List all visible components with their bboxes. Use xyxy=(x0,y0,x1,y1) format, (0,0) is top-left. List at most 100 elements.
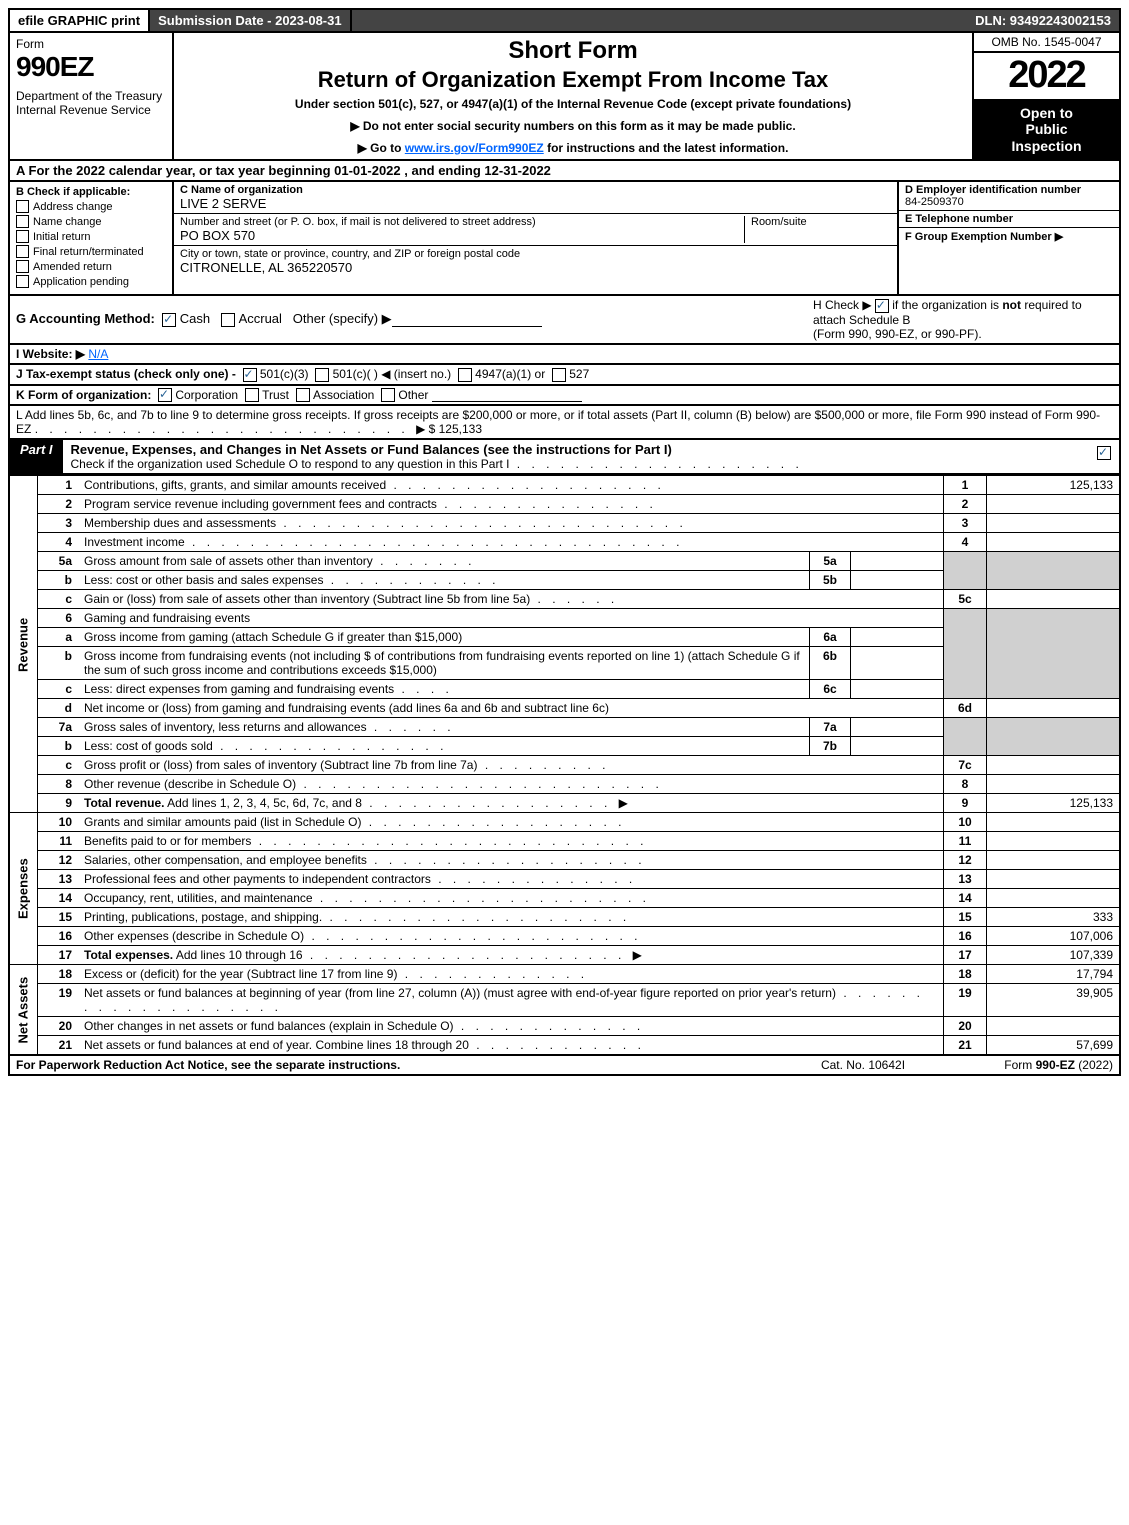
i-label: I Website: ▶ xyxy=(16,347,85,361)
form-number: 990EZ xyxy=(16,51,166,83)
l7b-desc: Less: cost of goods sold xyxy=(84,739,213,753)
part-i-header: Part I Revenue, Expenses, and Changes in… xyxy=(8,440,1121,475)
revenue-rotated-label: Revenue xyxy=(9,476,38,813)
k-opt1: Corporation xyxy=(175,388,238,402)
chk-assoc[interactable] xyxy=(296,388,310,402)
chk-label-1: Name change xyxy=(33,216,102,228)
l18-value: 17,794 xyxy=(987,965,1121,984)
chk-trust[interactable] xyxy=(245,388,259,402)
line-7c: c Gross profit or (loss) from sales of i… xyxy=(9,756,1120,775)
l5a-desc: Gross amount from sale of assets other t… xyxy=(84,554,373,568)
l21-desc: Net assets or fund balances at end of ye… xyxy=(84,1038,469,1052)
f-label: F Group Exemption Number ▶ xyxy=(905,230,1113,243)
j-opt4: 527 xyxy=(569,367,589,381)
chk-part-i-schedule-o[interactable] xyxy=(1097,446,1111,460)
goto-note: ▶ Go to www.irs.gov/Form990EZ for instru… xyxy=(180,141,966,155)
chk-corp[interactable] xyxy=(158,388,172,402)
section-g: G Accounting Method: Cash Accrual Other … xyxy=(16,311,807,327)
footer-form-suffix: (2022) xyxy=(1075,1058,1113,1072)
chk-initial-return: Initial return xyxy=(16,230,166,243)
title-return: Return of Organization Exempt From Incom… xyxy=(180,67,966,93)
b-label: B Check if applicable: xyxy=(16,186,166,198)
open-line1: Open to xyxy=(1020,105,1073,121)
line-1: Revenue 1 Contributions, gifts, grants, … xyxy=(9,476,1120,495)
l20-desc: Other changes in net assets or fund bala… xyxy=(84,1019,454,1033)
city-value: CITRONELLE, AL 365220570 xyxy=(180,260,891,275)
street-cell: Number and street (or P. O. box, if mail… xyxy=(174,214,897,246)
l17-value: 107,339 xyxy=(987,946,1121,965)
k-opt2: Trust xyxy=(262,388,289,402)
ssn-note: ▶ Do not enter social security numbers o… xyxy=(180,119,966,133)
line-21: 21 Net assets or fund balances at end of… xyxy=(9,1036,1120,1056)
l1-value: 125,133 xyxy=(987,476,1121,495)
goto-suffix: for instructions and the latest informat… xyxy=(544,141,789,155)
row-l-gross-receipts: L Add lines 5b, 6c, and 7b to line 9 to … xyxy=(8,406,1121,440)
l15-value: 333 xyxy=(987,908,1121,927)
h-prefix: H Check ▶ xyxy=(813,298,875,312)
checkbox-icon[interactable] xyxy=(16,230,29,243)
city-label: City or town, state or province, country… xyxy=(180,248,891,260)
l19-value: 39,905 xyxy=(987,984,1121,1017)
checkbox-icon[interactable] xyxy=(16,275,29,288)
part-i-title: Revenue, Expenses, and Changes in Net As… xyxy=(63,440,1089,473)
efile-print-label[interactable]: efile GRAPHIC print xyxy=(10,10,150,31)
checkbox-icon[interactable] xyxy=(16,215,29,228)
irs-link[interactable]: www.irs.gov/Form990EZ xyxy=(405,141,544,155)
chk-527[interactable] xyxy=(552,368,566,382)
line-3: 3 Membership dues and assessments . . . … xyxy=(9,514,1120,533)
l17-label: Total expenses. xyxy=(84,948,173,962)
topbar-spacer xyxy=(352,10,968,31)
goto-prefix: ▶ Go to xyxy=(358,141,405,155)
chk-cash[interactable] xyxy=(162,313,176,327)
chk-accrual[interactable] xyxy=(221,313,235,327)
l10-desc: Grants and similar amounts paid (list in… xyxy=(84,815,361,829)
line-7a: 7a Gross sales of inventory, less return… xyxy=(9,718,1120,737)
chk-h[interactable] xyxy=(875,299,889,313)
j-opt2: 501(c)( ) ◀ (insert no.) xyxy=(333,367,452,381)
checkbox-icon[interactable] xyxy=(16,245,29,258)
d-label: D Employer identification number xyxy=(905,184,1113,196)
open-line3: Inspection xyxy=(1011,138,1081,154)
part-i-check xyxy=(1089,440,1119,473)
form-header: Form 990EZ Department of the Treasury In… xyxy=(8,33,1121,161)
chk-other[interactable] xyxy=(381,388,395,402)
l14-desc: Occupancy, rent, utilities, and maintena… xyxy=(84,891,313,905)
k-other-input[interactable] xyxy=(432,389,582,402)
tax-year: 2022 xyxy=(974,53,1119,101)
line-17: 17 Total expenses. Add lines 10 through … xyxy=(9,946,1120,965)
chk-501c[interactable] xyxy=(315,368,329,382)
open-line2: Public xyxy=(1025,121,1067,137)
chk-4947[interactable] xyxy=(458,368,472,382)
footer-left: For Paperwork Reduction Act Notice, see … xyxy=(16,1058,773,1072)
l17-desc: Add lines 10 through 16 xyxy=(173,948,302,962)
form-label: Form xyxy=(16,37,166,51)
k-label: K Form of organization: xyxy=(16,388,151,402)
chk-amended-return: Amended return xyxy=(16,260,166,273)
j-opt3: 4947(a)(1) or xyxy=(475,367,545,381)
chk-501c3[interactable] xyxy=(243,368,257,382)
section-e: E Telephone number xyxy=(899,211,1119,228)
website-link[interactable]: N/A xyxy=(88,347,108,361)
l-value: ▶ $ 125,133 xyxy=(416,422,482,436)
l4-desc: Investment income xyxy=(84,535,185,549)
chk-address-change: Address change xyxy=(16,200,166,213)
g-other-input[interactable] xyxy=(392,313,542,327)
line-5a: 5a Gross amount from sale of assets othe… xyxy=(9,552,1120,571)
chk-label-3: Final return/terminated xyxy=(33,246,144,258)
g-accrual: Accrual xyxy=(239,311,282,326)
l16-desc: Other expenses (describe in Schedule O) xyxy=(84,929,304,943)
l6d-desc: Net income or (loss) from gaming and fun… xyxy=(78,699,944,718)
g-label: G Accounting Method: xyxy=(16,311,155,326)
line-10: Expenses 10 Grants and similar amounts p… xyxy=(9,813,1120,832)
line-16: 16 Other expenses (describe in Schedule … xyxy=(9,927,1120,946)
omb-number: OMB No. 1545-0047 xyxy=(974,33,1119,53)
l6-desc: Gaming and fundraising events xyxy=(78,609,944,628)
l1-desc: Contributions, gifts, grants, and simila… xyxy=(84,478,386,492)
section-c: C Name of organization LIVE 2 SERVE Numb… xyxy=(174,182,899,294)
l5c-desc: Gain or (loss) from sale of assets other… xyxy=(84,592,530,606)
checkbox-icon[interactable] xyxy=(16,260,29,273)
checkbox-icon[interactable] xyxy=(16,200,29,213)
l3-desc: Membership dues and assessments xyxy=(84,516,276,530)
line-18: Net Assets 18 Excess or (deficit) for th… xyxy=(9,965,1120,984)
row-a-tax-year: A For the 2022 calendar year, or tax yea… xyxy=(8,161,1121,182)
